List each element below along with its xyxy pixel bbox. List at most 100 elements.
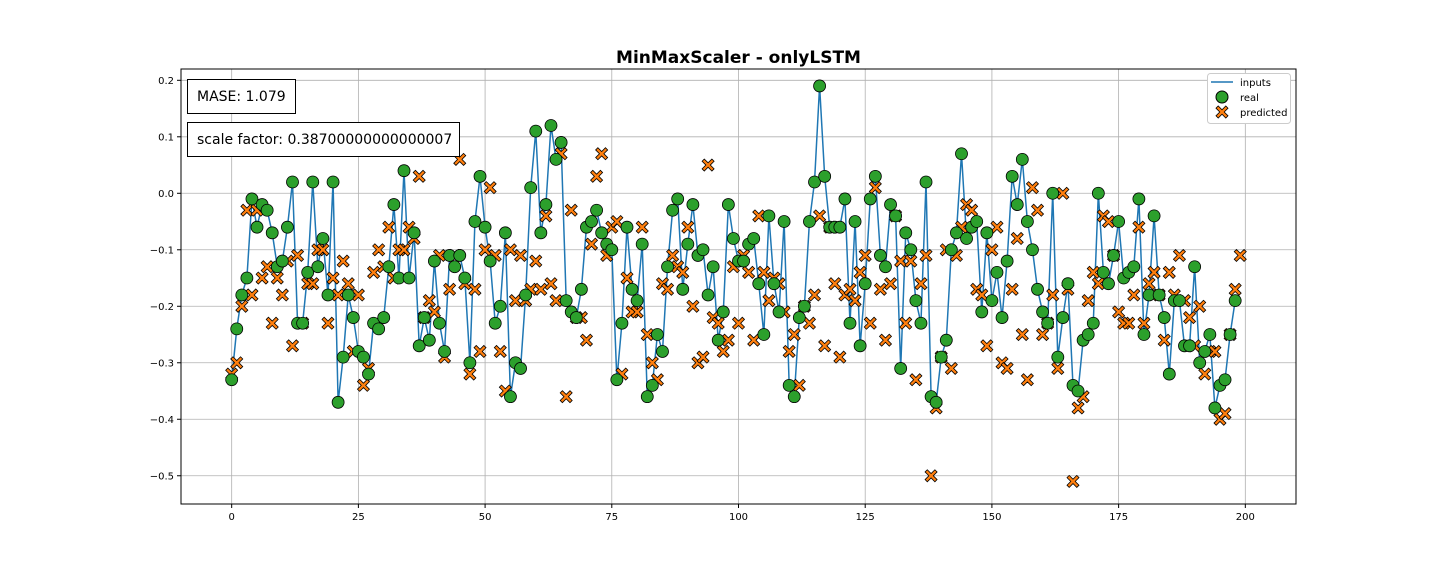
real-point	[463, 356, 477, 370]
real-point	[853, 339, 867, 353]
real-point	[833, 220, 847, 234]
x-tick-label: 100	[729, 512, 748, 523]
predicted-point	[367, 265, 381, 279]
real-point	[787, 390, 801, 404]
real-point	[909, 294, 923, 308]
legend: inputs real predicted	[1207, 73, 1291, 124]
real-point	[377, 311, 391, 324]
x-tick-label: 0	[228, 512, 234, 523]
real-point	[899, 226, 913, 240]
predicted-point	[1051, 361, 1065, 375]
real-point	[1086, 316, 1100, 330]
real-point	[762, 209, 776, 223]
real-point	[534, 226, 548, 240]
real-point	[514, 362, 527, 375]
real-point	[275, 254, 289, 268]
predicted-point	[696, 350, 710, 364]
predicted-point	[965, 203, 979, 217]
real-point	[357, 350, 370, 364]
predicted-point	[514, 248, 528, 262]
real-point	[372, 322, 386, 336]
predicted-point	[1112, 305, 1126, 319]
predicted-point	[336, 254, 350, 268]
real-point	[488, 316, 502, 330]
predicted-point	[1030, 203, 1045, 217]
real-point	[1091, 186, 1105, 200]
y-tick-label: −0.3	[150, 358, 174, 369]
real-point	[919, 175, 933, 189]
real-point	[1081, 328, 1095, 341]
real-point	[863, 192, 877, 206]
legend-predicted-swatch	[1215, 105, 1229, 119]
real-point	[326, 175, 340, 189]
real-point	[681, 237, 695, 251]
predicted-point	[1193, 299, 1207, 313]
x-axis-ticks: 0 25 50 75 100 125 150 175 200	[228, 504, 1255, 523]
real-point	[838, 192, 852, 206]
predicted-point	[904, 254, 918, 268]
real-point	[671, 192, 685, 206]
predicted-point	[1142, 277, 1156, 291]
real-point	[321, 288, 335, 302]
grid	[181, 69, 1296, 504]
predicted-point	[1015, 327, 1029, 342]
predicted-point	[848, 294, 862, 308]
predicted-point	[1025, 181, 1040, 195]
predicted-point	[802, 316, 817, 330]
real-point	[1061, 277, 1075, 291]
real-point	[1020, 215, 1034, 228]
real-point	[1000, 254, 1014, 268]
real-point	[225, 373, 239, 387]
predicted-point	[463, 367, 477, 381]
real-point	[433, 316, 446, 330]
real-point	[818, 169, 832, 183]
predicted-point	[321, 316, 335, 330]
x-tick-label: 25	[352, 512, 365, 523]
predicted-point	[443, 282, 457, 296]
real-point	[879, 260, 892, 274]
predicted-point	[873, 282, 887, 296]
real-point	[737, 254, 750, 268]
predicted-point	[782, 344, 796, 359]
predicted-point	[1157, 333, 1171, 347]
real-point	[939, 333, 953, 347]
predicted-point	[742, 265, 756, 279]
predicted-point	[1228, 282, 1242, 296]
predicted-point	[1172, 248, 1186, 262]
real-point	[605, 243, 619, 257]
predicted-point	[985, 243, 999, 257]
real-point	[1152, 288, 1166, 302]
predicted-point	[818, 339, 832, 353]
y-tick-label: 0.0	[158, 189, 174, 200]
real-point	[493, 299, 507, 313]
real-point	[453, 249, 467, 262]
predicted-point	[676, 265, 690, 279]
predicted-point	[716, 344, 730, 359]
real-point	[610, 373, 624, 387]
real-point	[235, 288, 249, 302]
predicted-point	[1218, 407, 1232, 421]
predicted-point	[630, 305, 644, 319]
real-point	[1173, 294, 1186, 308]
real-point	[757, 328, 771, 341]
real-point	[1223, 328, 1237, 341]
real-point	[803, 215, 816, 228]
predicted-point	[909, 373, 923, 387]
predicted-point	[666, 248, 680, 262]
real-point	[417, 311, 431, 324]
predicted-point	[468, 282, 482, 296]
predicted-point	[1005, 282, 1019, 296]
real-point	[1026, 243, 1039, 257]
scale-factor-annotation: scale factor: 0.38700000000000007	[187, 122, 460, 157]
predicted-point	[595, 147, 609, 161]
real-point	[706, 260, 720, 274]
real-point	[1102, 277, 1115, 291]
legend-real-label: real	[1240, 93, 1259, 104]
predicted-point	[539, 209, 553, 223]
predicted-point	[924, 469, 938, 483]
y-tick-label: −0.5	[150, 471, 174, 482]
real-point	[777, 215, 791, 228]
predicted-point	[858, 248, 872, 262]
real-point	[666, 203, 680, 217]
predicted-point	[944, 361, 958, 375]
